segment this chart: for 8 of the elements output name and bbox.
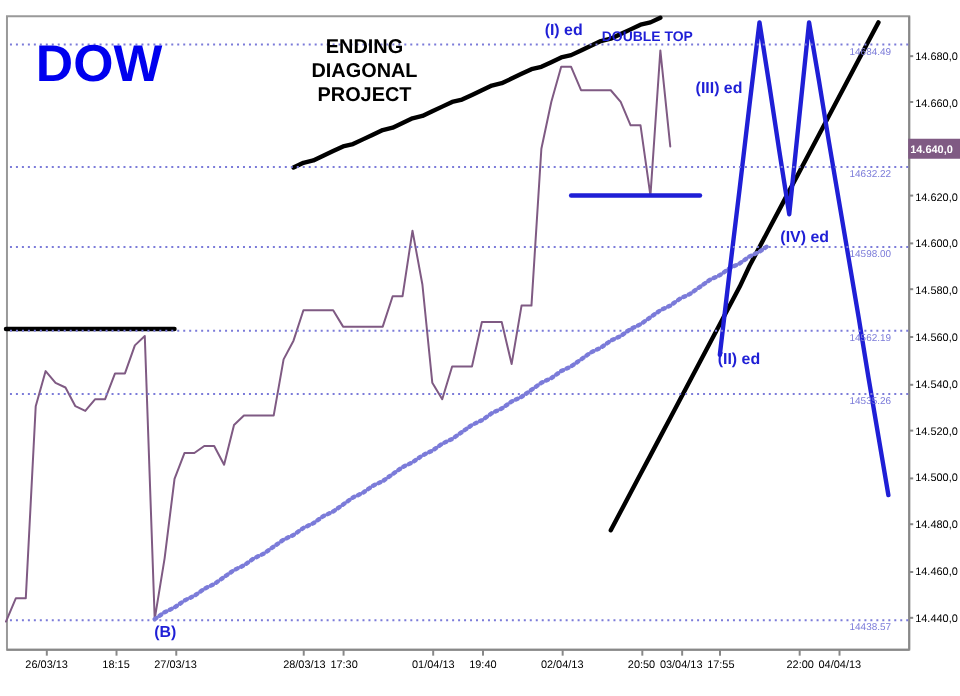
annotation: ENDING DIAGONAL PROJECT: [311, 37, 418, 107]
annotation: (III) ed: [695, 79, 743, 98]
line-series: [717, 20, 891, 498]
line-series: [291, 15, 663, 170]
annotation: (I) ed: [544, 21, 583, 40]
annotation: (IV) ed: [780, 228, 830, 247]
text: DOW: [35, 37, 164, 94]
annotation: (B): [154, 622, 178, 641]
